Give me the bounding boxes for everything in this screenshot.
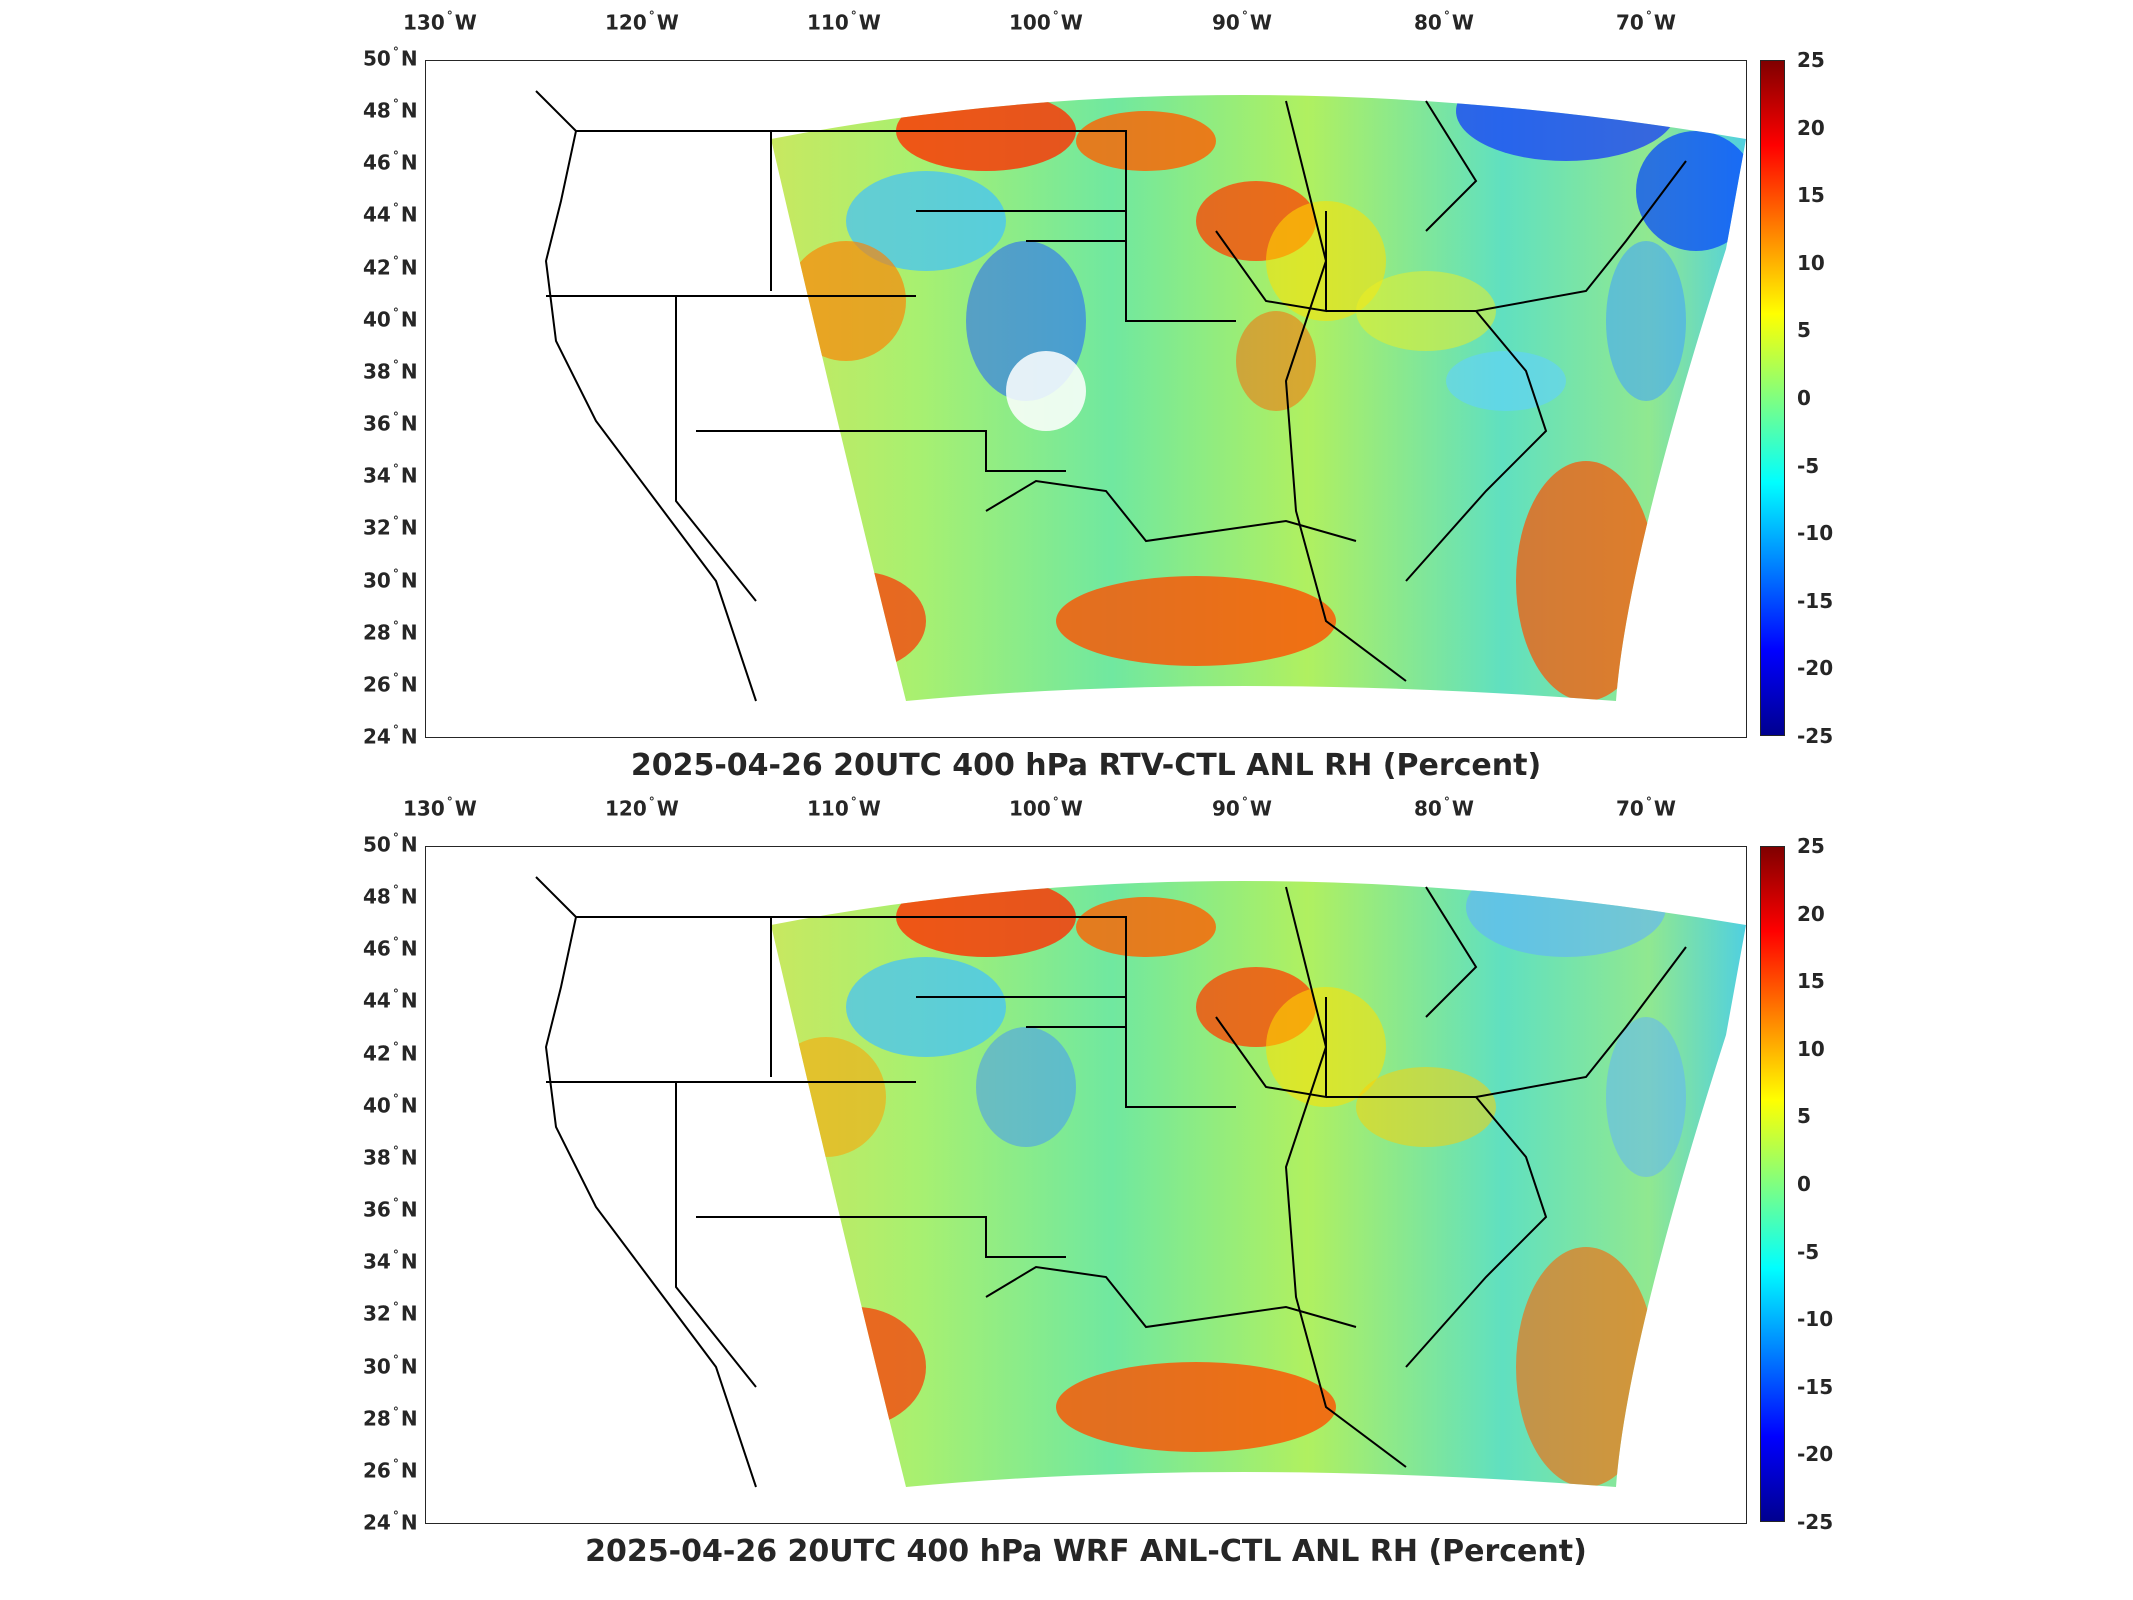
map-svg: [535, 90, 1746, 702]
lat-tick-label: 28 ° N: [363, 618, 418, 645]
lon-tick-label: 100 ° W: [1009, 9, 1083, 35]
colorbar-tick-label: 0: [1797, 1172, 1811, 1196]
colorbar-tick-label: -15: [1797, 1374, 1834, 1399]
map-panel-2: 2025-04-26 20UTC 400 hPa WRF ANL-CTL ANL…: [0, 790, 2133, 1600]
map-title: 2025-04-26 20UTC 400 hPa WRF ANL-CTL ANL…: [585, 1534, 1587, 1569]
lon-tick-label: 120 ° W: [605, 795, 679, 821]
lat-tick-label: 30 ° N: [363, 566, 418, 593]
lat-tick-label: 30 ° N: [363, 1352, 418, 1379]
lat-tick-label: 40 ° N: [363, 305, 418, 332]
lon-tick-label: 80 ° W: [1414, 795, 1474, 821]
lon-tick-label: 130 ° W: [403, 795, 477, 821]
lat-tick-label: 44 ° N: [363, 201, 418, 228]
lon-tick-label: 120 ° W: [605, 9, 679, 35]
colorbar-tick-label: 20: [1797, 115, 1825, 140]
lon-tick-label: 110 ° W: [807, 9, 881, 35]
lat-tick-label: 34 ° N: [363, 1248, 418, 1274]
colorbar-tick-label: -25: [1797, 1510, 1834, 1534]
lon-tick-label: 70 ° W: [1616, 795, 1676, 821]
lon-tick-label: 130 ° W: [403, 9, 477, 35]
lat-tick-label: 50 ° N: [363, 45, 418, 71]
colorbar-tick-label: -10: [1797, 521, 1834, 546]
colorbar: [1760, 60, 1785, 736]
colorbar-tick-label: 0: [1797, 386, 1811, 410]
lon-tick-label: 80 ° W: [1414, 9, 1474, 35]
colorbar-tick-label: 15: [1797, 183, 1825, 208]
lat-tick-label: 42 ° N: [363, 253, 418, 280]
colorbar-tick-label: -15: [1797, 588, 1834, 613]
colorbar-tick-label: 25: [1797, 48, 1825, 72]
lon-tick-label: 70 ° W: [1616, 9, 1676, 35]
lat-tick-label: 50 ° N: [363, 831, 418, 857]
colorbar-tick-label: -5: [1797, 1239, 1820, 1264]
map-panel-1: 2025-04-26 20UTC 400 hPa RTV-CTL ANL RH …: [0, 0, 2133, 790]
lat-tick-label: 32 ° N: [363, 1300, 418, 1327]
lat-tick-label: 24 ° N: [363, 1509, 418, 1535]
lat-tick-label: 26 ° N: [363, 1456, 418, 1483]
lat-tick-label: 40 ° N: [363, 1091, 418, 1118]
map-frame: [425, 846, 1747, 1524]
colorbar-tick-label: -10: [1797, 1307, 1834, 1332]
lat-tick-label: 26 ° N: [363, 670, 418, 697]
colorbar-tick-label: 25: [1797, 834, 1825, 858]
lon-tick-label: 90 ° W: [1212, 9, 1272, 35]
colorbar-tick-label: 5: [1797, 318, 1811, 343]
colorbar: [1760, 846, 1785, 1522]
lat-tick-label: 44 ° N: [363, 987, 418, 1014]
colorbar-tick-label: -20: [1797, 656, 1834, 681]
lat-tick-label: 38 ° N: [363, 357, 418, 384]
lat-tick-label: 32 ° N: [363, 514, 418, 541]
lat-tick-label: 46 ° N: [363, 935, 418, 961]
map-title: 2025-04-26 20UTC 400 hPa RTV-CTL ANL RH …: [630, 748, 1542, 783]
lon-tick-label: 100 ° W: [1009, 795, 1083, 821]
colorbar-tick-label: 10: [1797, 1036, 1825, 1061]
colorbar-tick-label: 20: [1797, 901, 1825, 926]
lat-tick-label: 34 ° N: [363, 462, 418, 488]
lon-tick-label: 110 ° W: [807, 795, 881, 821]
colorbar-tick-label: -20: [1797, 1442, 1834, 1467]
colorbar-tick-label: 15: [1797, 969, 1825, 994]
lat-tick-label: 24 ° N: [363, 723, 418, 749]
lat-tick-label: 48 ° N: [363, 97, 418, 123]
lon-tick-label: 90 ° W: [1212, 795, 1272, 821]
lat-tick-label: 28 ° N: [363, 1404, 418, 1431]
lat-tick-label: 42 ° N: [363, 1039, 418, 1066]
lat-tick-label: 36 ° N: [363, 410, 418, 436]
colorbar-tick-label: 5: [1797, 1104, 1811, 1129]
colorbar-tick-label: -25: [1797, 724, 1834, 748]
lat-tick-label: 48 ° N: [363, 883, 418, 909]
map-svg: [535, 876, 1746, 1488]
colorbar-tick-label: 10: [1797, 250, 1825, 275]
map-frame: [425, 60, 1747, 738]
colorbar-tick-label: -5: [1797, 453, 1820, 478]
lat-tick-label: 36 ° N: [363, 1196, 418, 1222]
lat-tick-label: 38 ° N: [363, 1143, 418, 1170]
lat-tick-label: 46 ° N: [363, 149, 418, 175]
